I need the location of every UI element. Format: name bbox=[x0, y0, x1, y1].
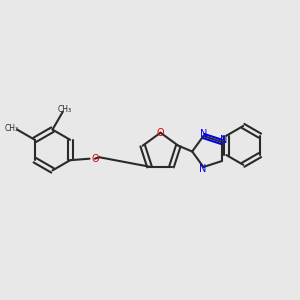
Text: O: O bbox=[157, 128, 164, 138]
Text: N: N bbox=[200, 130, 207, 140]
Text: CH₃: CH₃ bbox=[57, 105, 71, 114]
Text: N: N bbox=[199, 164, 206, 174]
Text: CH₃: CH₃ bbox=[5, 124, 19, 133]
Text: N: N bbox=[220, 135, 227, 146]
Text: O: O bbox=[92, 154, 100, 164]
